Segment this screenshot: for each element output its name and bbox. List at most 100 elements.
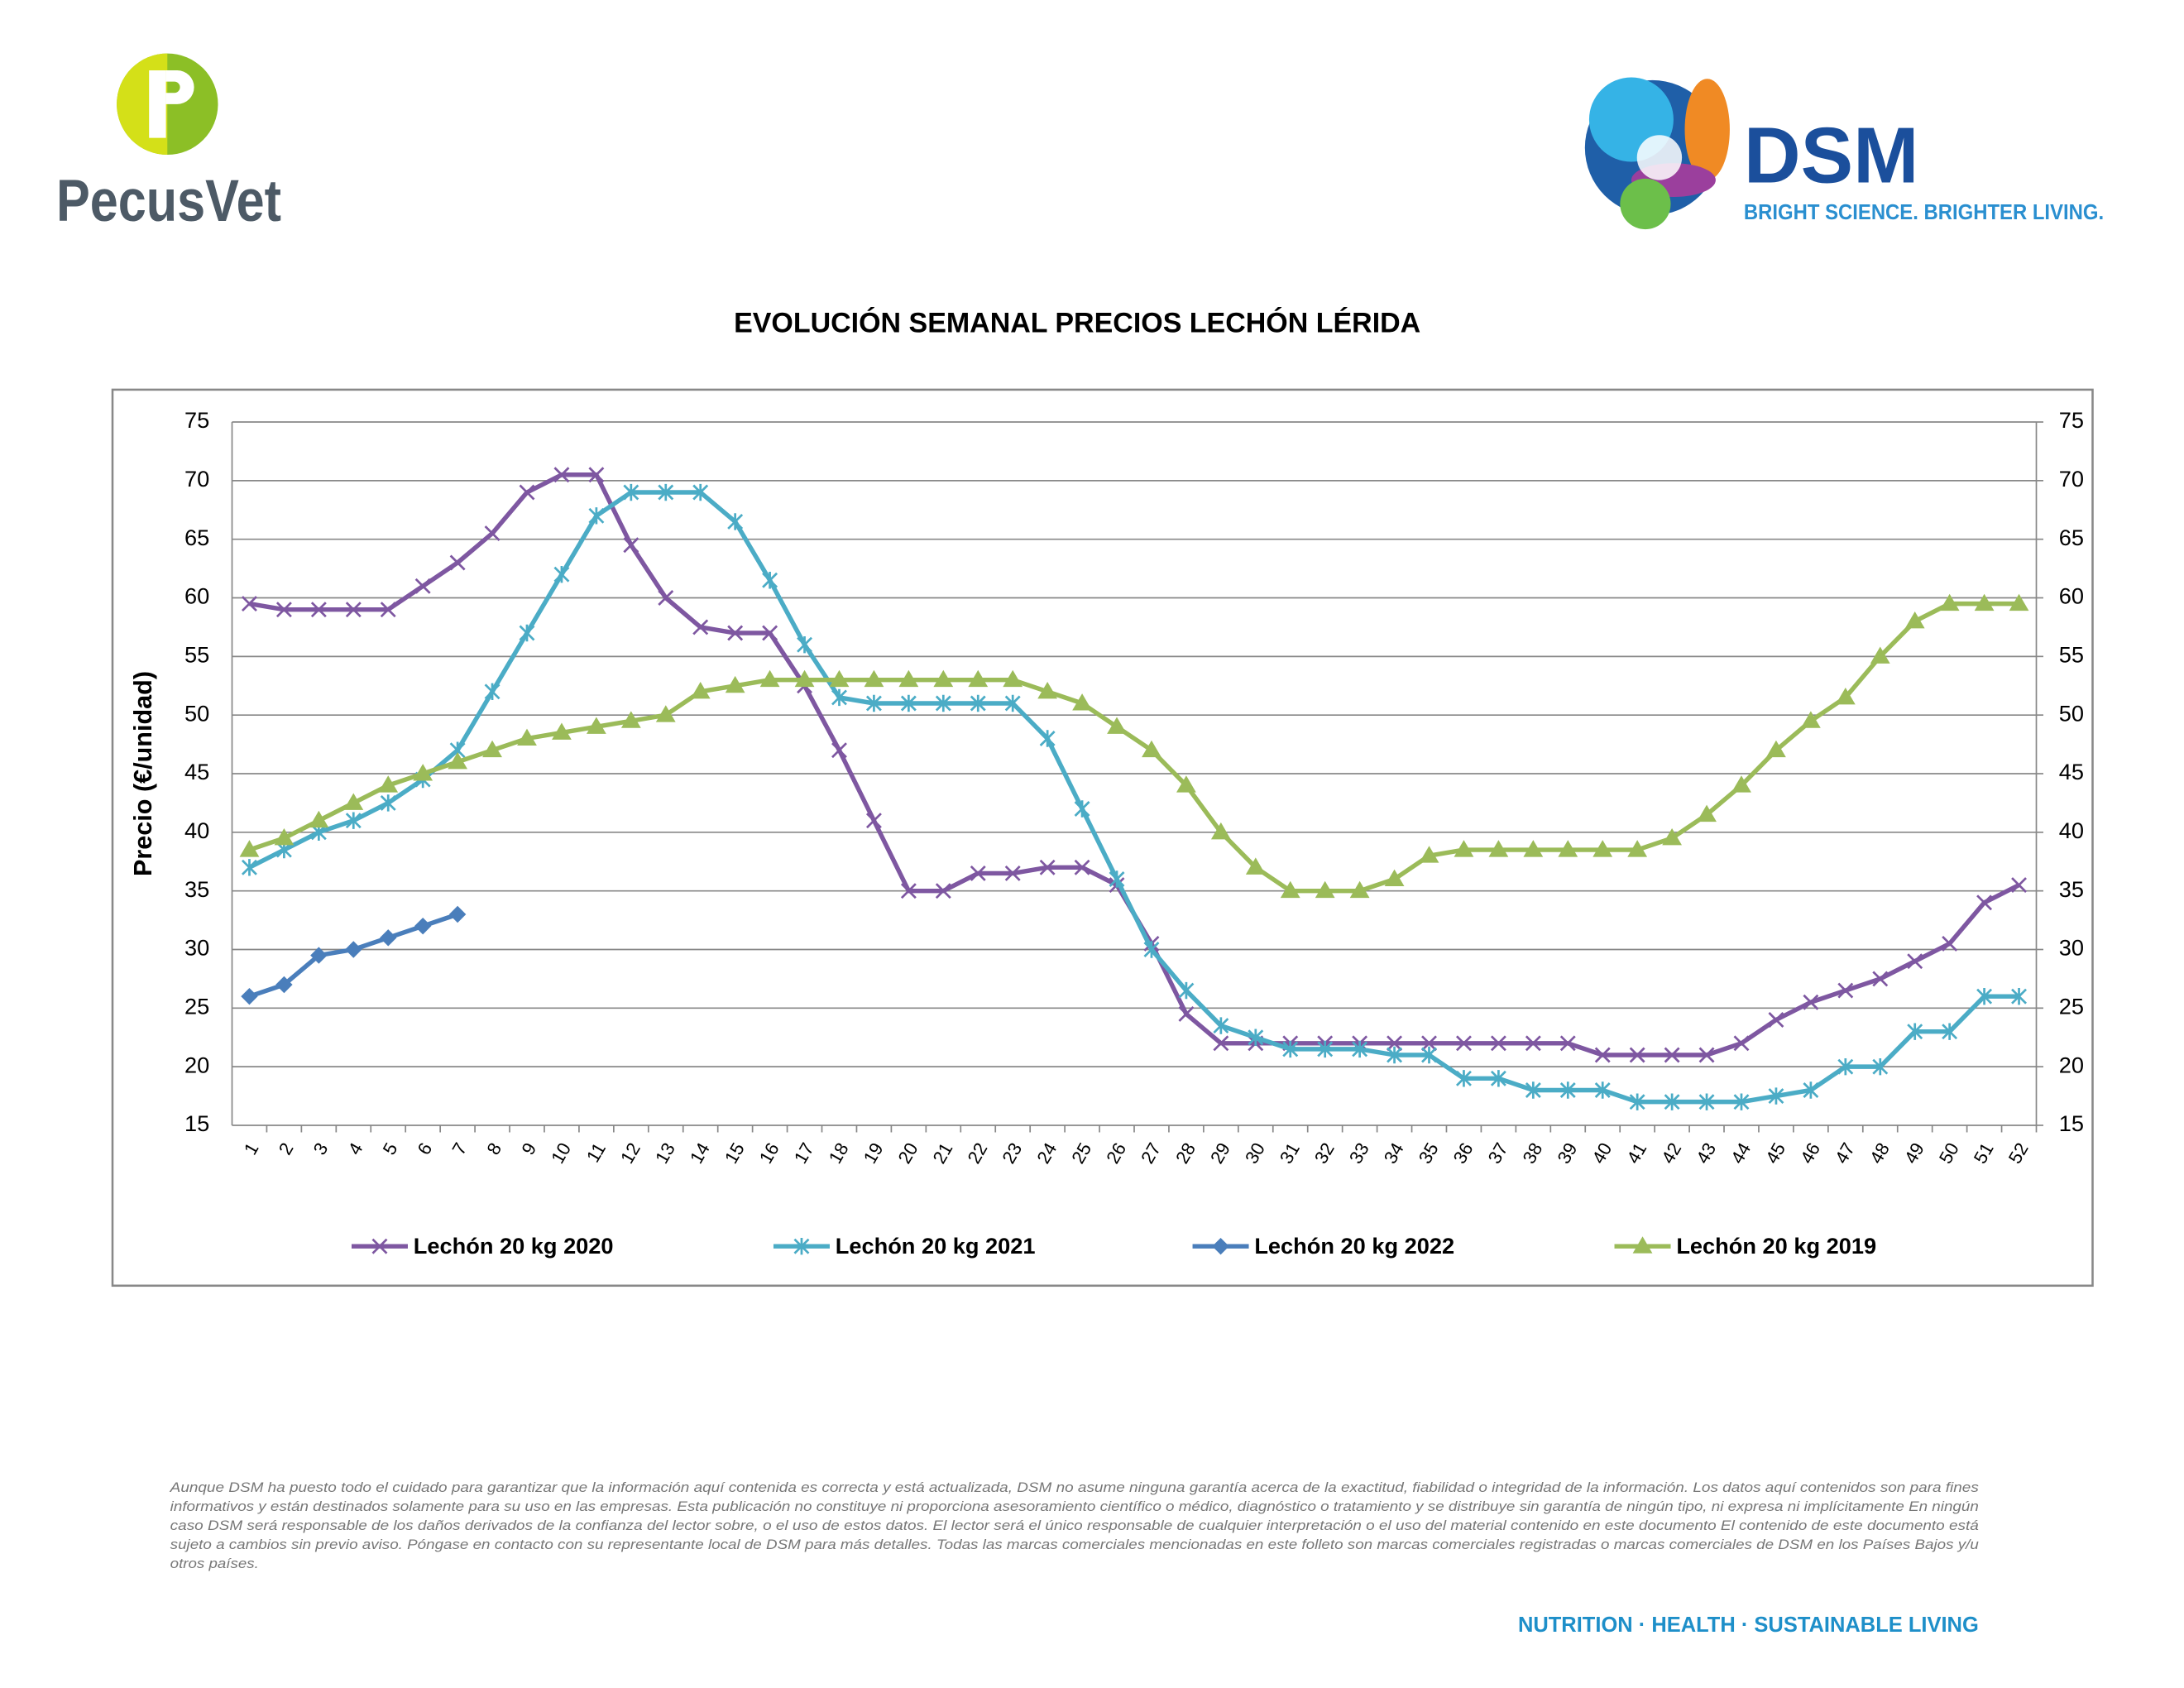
logo-text: PecusVet bbox=[56, 168, 281, 234]
marker bbox=[242, 596, 257, 612]
logo-swirl bbox=[1636, 135, 1683, 180]
legend-label: Lechón 20 kg 2021 bbox=[836, 1233, 1036, 1259]
marker bbox=[970, 694, 986, 712]
marker bbox=[239, 840, 260, 857]
marker bbox=[898, 669, 919, 688]
marker bbox=[1664, 1047, 1680, 1063]
marker bbox=[1074, 800, 1090, 818]
marker bbox=[1039, 859, 1056, 875]
marker bbox=[1803, 1081, 1819, 1099]
y2-tick-label: 40 bbox=[2059, 818, 2084, 843]
marker bbox=[1107, 717, 1127, 734]
y-tick-label: 70 bbox=[184, 466, 209, 492]
marker bbox=[484, 683, 500, 701]
marker bbox=[1455, 1070, 1472, 1087]
marker bbox=[275, 602, 292, 618]
marker bbox=[1178, 1005, 1195, 1022]
marker bbox=[588, 507, 605, 525]
marker bbox=[448, 751, 468, 770]
marker bbox=[1142, 740, 1161, 758]
y-axis-label: Precio (€/unidad) bbox=[129, 671, 157, 876]
chart-frame bbox=[111, 388, 2094, 1288]
marker bbox=[552, 722, 572, 740]
marker bbox=[1421, 1035, 1437, 1052]
marker bbox=[762, 572, 778, 589]
marker bbox=[380, 602, 396, 618]
marker bbox=[762, 625, 778, 641]
legend-item: Lechón 20 kg 2021 bbox=[773, 1233, 1036, 1259]
marker bbox=[1176, 775, 1196, 793]
marker bbox=[692, 483, 709, 501]
y2-tick-label: 70 bbox=[2059, 466, 2084, 492]
disclaimer-line: caso DSM será responsable de los daños d… bbox=[170, 1518, 1979, 1533]
marker bbox=[1766, 740, 1786, 758]
y2-tick-label: 15 bbox=[2059, 1110, 2084, 1136]
marker bbox=[1976, 987, 1993, 1005]
marker bbox=[378, 775, 399, 793]
marker bbox=[1594, 1081, 1611, 1099]
marker bbox=[1629, 1047, 1645, 1063]
y2-tick-label: 55 bbox=[2059, 642, 2084, 668]
marker bbox=[345, 941, 362, 958]
marker bbox=[692, 619, 709, 635]
marker bbox=[1697, 804, 1717, 822]
marker bbox=[1872, 971, 1889, 987]
marker bbox=[1248, 1029, 1264, 1046]
y-tick-label: 30 bbox=[184, 935, 209, 961]
marker bbox=[2011, 987, 2027, 1005]
marker bbox=[1837, 982, 1854, 999]
marker bbox=[1004, 865, 1021, 881]
marker bbox=[1664, 1093, 1680, 1110]
marker bbox=[310, 602, 327, 618]
marker bbox=[414, 917, 432, 935]
legend-label: Lechón 20 kg 2020 bbox=[414, 1233, 614, 1259]
marker bbox=[1627, 840, 1648, 857]
marker bbox=[380, 794, 396, 812]
marker bbox=[1768, 1012, 1784, 1028]
marker bbox=[1907, 1023, 1923, 1040]
marker bbox=[343, 793, 364, 810]
series-line bbox=[248, 601, 2019, 894]
marker bbox=[1872, 1057, 1889, 1076]
series bbox=[239, 593, 2029, 899]
marker bbox=[865, 813, 882, 829]
marker bbox=[1352, 1040, 1368, 1058]
marker bbox=[345, 602, 362, 618]
marker bbox=[727, 513, 744, 530]
marker bbox=[309, 810, 329, 828]
pecusvet-logo: PecusVet bbox=[56, 53, 281, 234]
marker bbox=[1800, 711, 1821, 728]
y-tick-label: 40 bbox=[184, 818, 209, 843]
marker bbox=[1768, 1087, 1784, 1105]
marker bbox=[725, 675, 745, 693]
marker bbox=[1387, 1046, 1403, 1064]
marker bbox=[1490, 1070, 1506, 1087]
marker bbox=[1072, 693, 1092, 711]
marker bbox=[968, 669, 989, 688]
chart-title: EVOLUCIÓN SEMANAL PRECIOS LECHÓN LÉRIDA bbox=[734, 308, 1420, 339]
marker bbox=[586, 717, 606, 734]
marker bbox=[274, 828, 295, 846]
y-tick-label: 60 bbox=[184, 583, 209, 609]
marker bbox=[371, 1238, 388, 1254]
marker bbox=[1942, 935, 1958, 952]
marker bbox=[1003, 669, 1023, 688]
marker bbox=[1210, 822, 1231, 840]
marker bbox=[1523, 840, 1544, 857]
marker bbox=[1455, 1035, 1472, 1052]
marker bbox=[1004, 694, 1021, 712]
marker bbox=[1488, 840, 1509, 857]
marker bbox=[933, 669, 954, 688]
y2-tick-label: 35 bbox=[2059, 876, 2084, 902]
marker bbox=[1733, 1093, 1750, 1110]
marker bbox=[414, 578, 431, 594]
marker bbox=[1454, 840, 1474, 857]
marker bbox=[1698, 1093, 1715, 1110]
marker bbox=[623, 483, 639, 501]
marker bbox=[1559, 1035, 1576, 1052]
marker bbox=[1733, 1035, 1750, 1052]
logo-tagline: BRIGHT SCIENCE. BRIGHTER LIVING. bbox=[1744, 201, 2104, 224]
legend-label: Lechón 20 kg 2019 bbox=[1676, 1233, 1876, 1259]
y2-tick-label: 50 bbox=[2059, 700, 2084, 726]
